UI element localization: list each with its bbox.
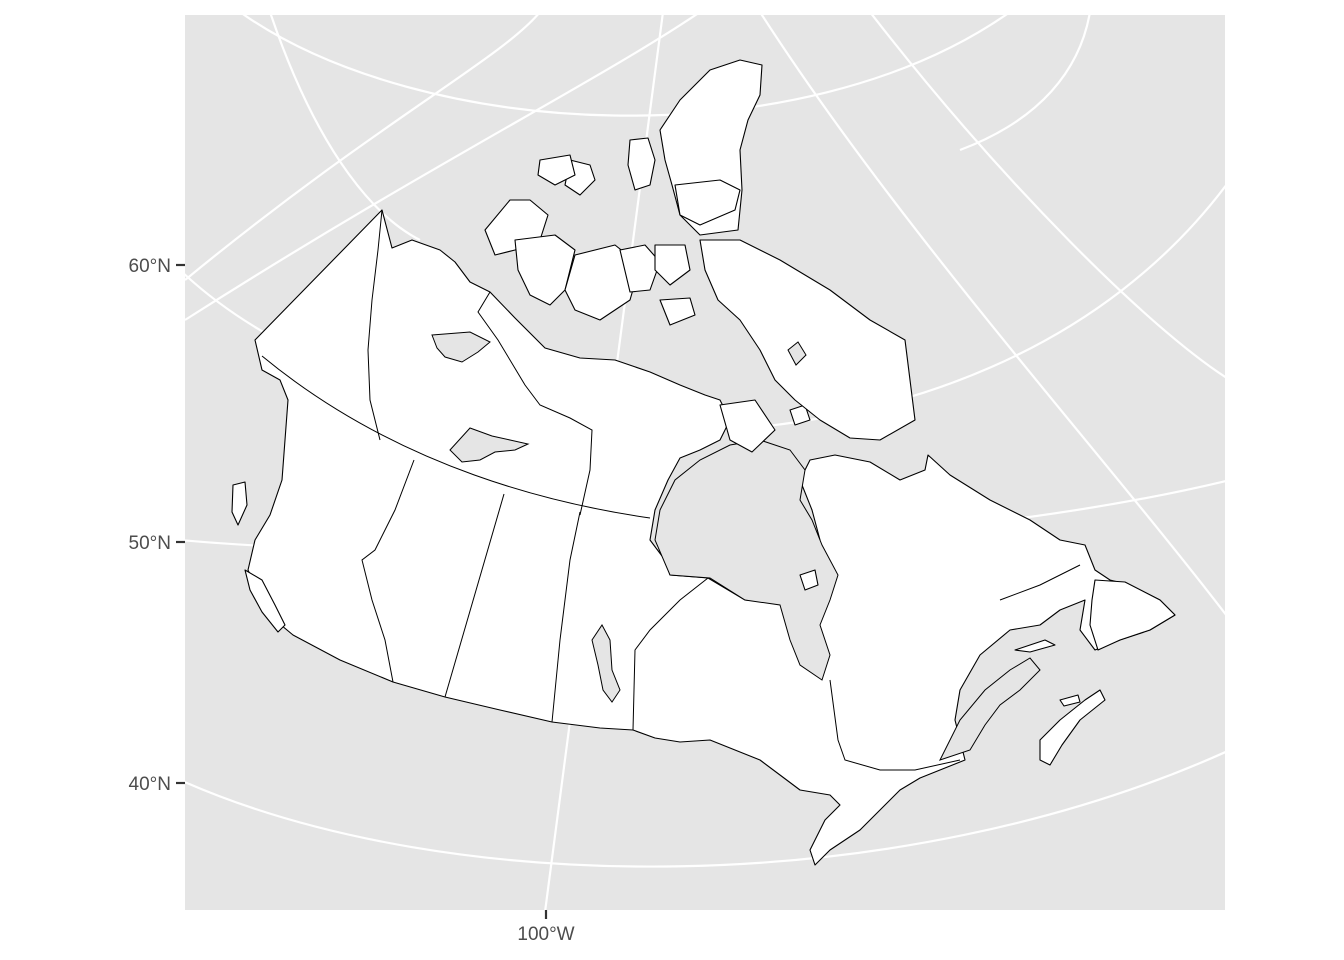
lake-winnipeg — [591, 624, 621, 703]
border-alberta-sask — [444, 493, 505, 698]
graticule-meridians — [185, 15, 1225, 910]
banks-island — [514, 234, 576, 306]
prince-of-wales-island — [619, 244, 661, 293]
border-quebec-labrador — [999, 564, 1081, 601]
y-tick-label-50n: 50°N — [129, 533, 171, 554]
victoria-island — [564, 244, 641, 321]
somerset-island — [654, 244, 691, 286]
y-axis: 60°N 50°N 40°N — [129, 256, 185, 795]
great-slave-lake — [449, 427, 530, 463]
border-60n — [261, 355, 651, 519]
meridian-line — [185, 15, 539, 281]
parallel-line — [242, 15, 1008, 117]
lake-island — [799, 569, 819, 591]
x-tick-label-100w: 100°W — [517, 924, 574, 945]
border-nwt-nunavut — [477, 291, 593, 516]
meridian-line — [185, 15, 698, 321]
meridian-line — [269, 15, 421, 241]
arctic-islands — [484, 59, 916, 453]
great-bear-lake — [431, 331, 491, 363]
meridian-line — [959, 15, 1091, 152]
coats-island — [789, 404, 811, 426]
melville-island — [537, 154, 576, 186]
pei — [1059, 694, 1081, 707]
nova-scotia — [1039, 689, 1106, 766]
meridian-line — [870, 15, 1225, 379]
southampton-island — [719, 399, 776, 453]
hudson-bay — [654, 439, 839, 681]
border-yukon-nwt — [367, 209, 383, 441]
newfoundland — [1089, 579, 1176, 651]
y-tick-label-60n: 60°N — [129, 256, 171, 277]
st-lawrence-estuary — [939, 657, 1041, 761]
haida-gwaii — [231, 481, 248, 526]
parallel-line-40n — [185, 750, 1225, 868]
anticosti-island — [1014, 639, 1056, 653]
vancouver-island — [244, 569, 286, 633]
meridian-line — [760, 15, 1225, 616]
baffin-lake — [787, 341, 807, 366]
border-manitoba-ontario — [632, 577, 709, 731]
border-bc-alberta — [361, 459, 415, 683]
king-william-island — [659, 297, 696, 326]
province-borders — [261, 209, 1081, 771]
border-ontario-quebec — [829, 679, 961, 771]
x-axis: 100°W — [517, 910, 575, 945]
canada-land — [231, 209, 1176, 866]
devon-island — [674, 179, 741, 226]
axel-heiberg-island — [627, 137, 656, 191]
baffin-island — [699, 239, 916, 441]
border-sask-manitoba — [551, 511, 581, 723]
y-tick-label-40n: 40°N — [129, 774, 171, 795]
